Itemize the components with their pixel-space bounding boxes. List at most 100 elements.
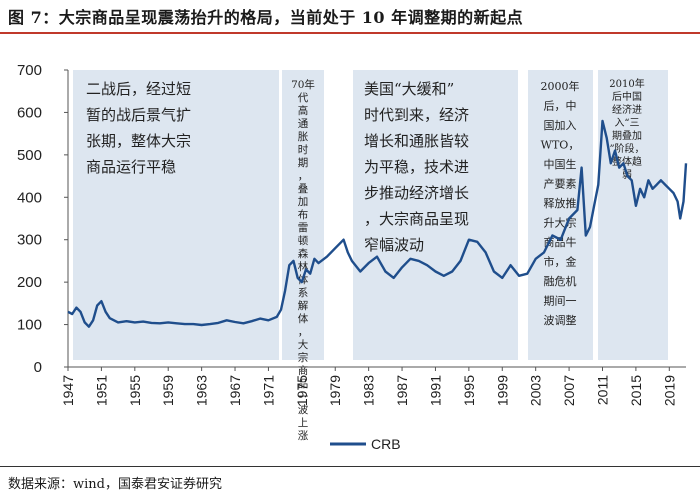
annotation-4-line: 融危机 — [544, 274, 577, 288]
annotation-5-line: 入“三 — [614, 118, 639, 129]
annotation-3-line: 时代到来，经济 — [364, 106, 469, 124]
annotation-3-line: 美国“大缓和” — [364, 80, 454, 98]
annotation-2-char: 70年 — [291, 78, 315, 91]
x-tick-label: 1963 — [194, 375, 210, 406]
annotation-3-line: 窄幅波动 — [364, 236, 424, 254]
y-tick-label: 400 — [17, 189, 42, 206]
x-tick-label: 2015 — [628, 375, 644, 406]
annotation-5-line: 期叠加 — [612, 130, 642, 142]
annotation-2-char: 商 — [298, 364, 309, 377]
x-tick-label: 1991 — [427, 375, 443, 406]
y-tick-label: 100 — [17, 317, 42, 334]
annotation-2-char: 胀 — [298, 131, 309, 143]
annotation-4-line: 期间一 — [544, 295, 577, 308]
period-band-5 — [598, 70, 668, 360]
annotation-4-line: 波调整 — [544, 313, 577, 327]
annotation-2-char: 林 — [298, 260, 309, 273]
annotation-2-char: 涨 — [298, 430, 309, 442]
x-tick-label: 1983 — [361, 375, 377, 406]
x-tick-label: 1967 — [227, 375, 243, 406]
annotation-2-char: 森 — [298, 247, 309, 260]
series-line-crb — [67, 119, 688, 328]
legend-label-crb: CRB — [371, 436, 401, 452]
x-tick-label: 2003 — [528, 375, 544, 406]
annotation-2-char: 上 — [298, 417, 309, 429]
annotation-2-char: ， — [298, 326, 309, 338]
annotation-2-char: 一 — [298, 391, 309, 403]
annotation-2-char: 品 — [298, 378, 309, 390]
annotation-2-char: 通 — [298, 118, 309, 130]
annotation-3-line: 增长和通胀皆较 — [364, 132, 469, 150]
annotation-2-char: 期 — [298, 157, 309, 169]
y-tick-label: 0 — [34, 359, 42, 376]
annotation-4-line: 释放推 — [544, 196, 577, 210]
annotation-3-line: 为平稳，技术进 — [364, 158, 469, 176]
annotation-2-char: 顿 — [298, 234, 309, 247]
annotation-4-line: 2000年 — [541, 79, 580, 93]
x-tick-label: 1955 — [127, 375, 143, 406]
y-tick-label: 300 — [17, 232, 42, 249]
period-band-4 — [528, 70, 593, 360]
annotation-4-line: 产要素 — [544, 177, 577, 191]
x-tick-label: 2007 — [561, 375, 577, 406]
title-rule — [0, 32, 700, 34]
x-tick-label: 1959 — [160, 375, 176, 406]
annotation-2-char: 解 — [298, 299, 309, 312]
x-ticks: 1947 1951 1955 1959 1963 1967 1971 1975 1979 1983… — [60, 367, 677, 406]
x-tick-label: 1951 — [93, 375, 109, 406]
annotation-1: 二战后，经过短 暂的战后景气扩 张期，整体大宗 商品运行平稳 — [86, 80, 191, 176]
annotation-4-line: WTO， — [541, 139, 580, 152]
annotation-2-char: 体 — [298, 313, 309, 325]
annotation-5-line: 2010年 — [609, 77, 644, 90]
x-tick-label: 1995 — [461, 375, 477, 406]
annotation-4-line: 国加入 — [544, 119, 577, 132]
annotation-4-line: 市，金 — [544, 255, 577, 269]
annotation-2-char: 高 — [298, 104, 309, 117]
figure-title: 图 7：大宗商品呈现震荡抬升的格局，当前处于 10 年调整期的新起点 — [8, 8, 524, 27]
annotation-2-char: ， — [298, 170, 309, 182]
x-tick-label: 1999 — [494, 375, 510, 406]
x-tick-label: 1987 — [394, 375, 410, 406]
annotation-1-line: 张期，整体大宗 — [86, 132, 191, 150]
annotation-3-line: 步推动经济增长 — [364, 184, 469, 202]
annotation-2-char: 大 — [298, 338, 309, 351]
annotation-2-char: 加 — [298, 196, 309, 208]
x-tick-label: 1979 — [327, 375, 343, 406]
annotation-1-line: 二战后，经过短 — [86, 80, 191, 98]
annotation-5-line: 经济进 — [612, 103, 642, 116]
annotation-1-line: 暂的战后景气扩 — [86, 106, 191, 124]
y-tick-label: 500 — [17, 147, 42, 164]
y-tick-label: 200 — [17, 274, 42, 291]
y-ticks: 0 100 200 300 400 500 600 700 — [17, 62, 68, 376]
x-tick-label: 1971 — [260, 375, 276, 406]
source-note: 数据来源：wind，国泰君安证券研究 — [8, 477, 222, 492]
annotation-2-char: 波 — [298, 403, 309, 416]
annotation-4-line: 中国生 — [544, 157, 577, 171]
period-band-1 — [73, 70, 279, 360]
x-tick-label: 2019 — [661, 375, 677, 406]
x-tick-label: 2011 — [594, 375, 610, 405]
period-band-2 — [282, 70, 324, 360]
annotation-2-char: 代 — [298, 92, 309, 104]
annotation-5-line: ”阶段， — [609, 142, 644, 155]
bottom-rule — [0, 466, 700, 467]
annotation-1-line: 商品运行平稳 — [86, 158, 176, 176]
x-tick-label: 1975 — [294, 375, 310, 406]
annotation-2-char: 宗 — [298, 351, 309, 364]
annotation-5-line: 后中国 — [612, 90, 642, 103]
annotation-2-char: 叠 — [298, 183, 309, 195]
y-tick-label: 700 — [17, 62, 42, 79]
annotation-4-line: 后，中 — [544, 100, 577, 113]
legend: CRB — [330, 436, 401, 452]
crb-chart: 二战后，经过短 暂的战后景气扩 张期，整体大宗 商品运行平稳 70年代高通胀时期… — [17, 62, 688, 452]
y-tick-label: 600 — [17, 104, 42, 121]
annotation-2-char: 布 — [298, 209, 309, 221]
annotation-2-char: 系 — [298, 287, 309, 299]
annotation-2-char: 雷 — [298, 222, 309, 234]
annotation-2-char: 时 — [298, 144, 309, 156]
annotation-3-line: ，大宗商品呈现 — [364, 210, 469, 228]
period-band-3 — [353, 70, 518, 360]
annotation-3: 美国“大缓和” 时代到来，经济 增长和通胀皆较 为平稳，技术进 步推动经济增长 … — [364, 80, 469, 254]
x-tick-label: 1947 — [60, 375, 76, 406]
